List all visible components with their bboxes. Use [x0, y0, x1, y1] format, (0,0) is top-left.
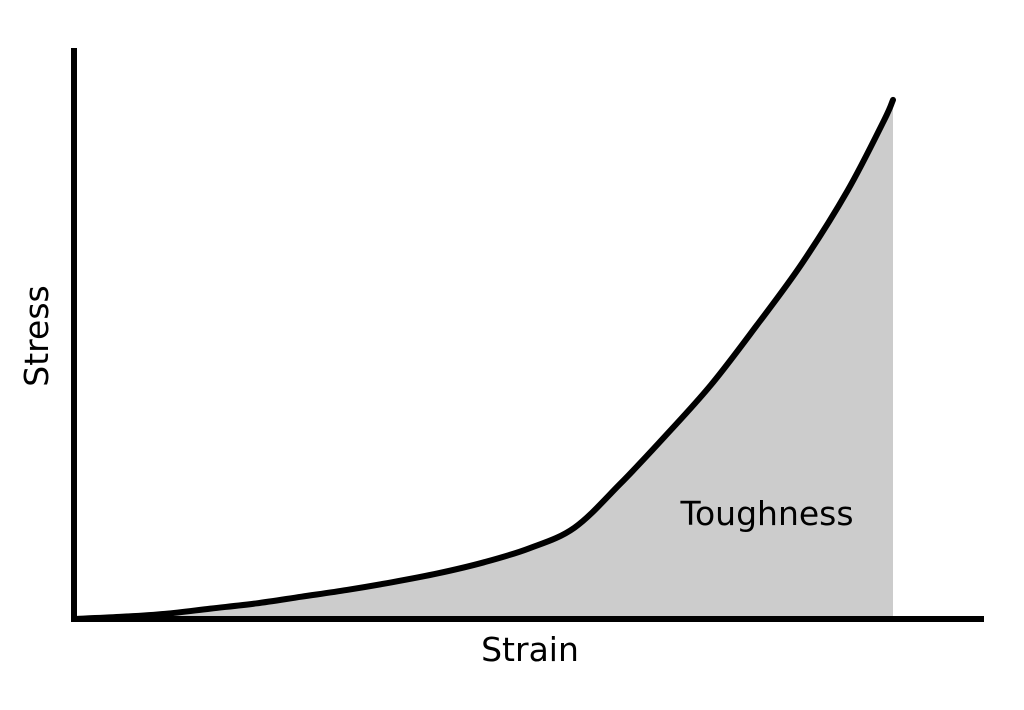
toughness-area — [74, 99, 893, 619]
y-axis-title: Stress — [17, 285, 56, 386]
toughness-label: Toughness — [679, 494, 853, 533]
x-axis-title: Strain — [481, 630, 579, 669]
stress-strain-curve — [71, 96, 896, 622]
